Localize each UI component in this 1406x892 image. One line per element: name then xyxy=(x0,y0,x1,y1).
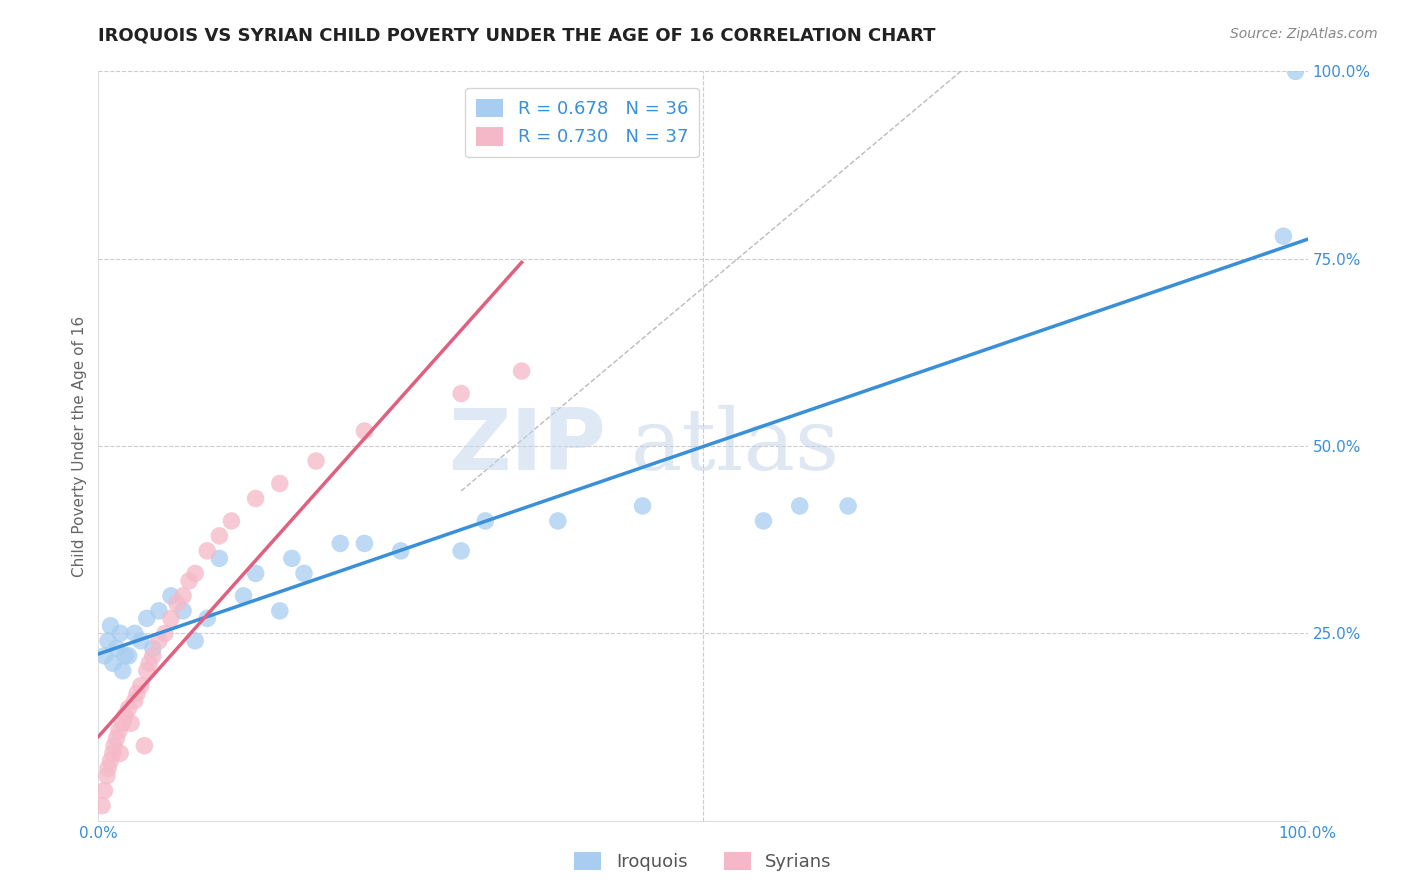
Point xyxy=(269,604,291,618)
Text: IROQUOIS VS SYRIAN CHILD POVERTY UNDER THE AGE OF 16 CORRELATION CHART: IROQUOIS VS SYRIAN CHILD POVERTY UNDER T… xyxy=(98,27,936,45)
Point xyxy=(184,633,207,648)
Point xyxy=(134,739,156,753)
Point xyxy=(153,626,176,640)
Point xyxy=(114,708,136,723)
Point xyxy=(142,641,165,656)
Point xyxy=(631,499,654,513)
Point xyxy=(148,604,170,618)
Point xyxy=(305,454,328,468)
Point xyxy=(172,604,194,618)
Point xyxy=(195,544,218,558)
Point xyxy=(160,611,183,625)
Point xyxy=(108,746,131,760)
Point xyxy=(103,739,125,753)
Point xyxy=(353,536,375,550)
Point xyxy=(118,701,141,715)
Point xyxy=(114,648,136,663)
Point xyxy=(208,551,231,566)
Point xyxy=(127,686,149,700)
Point xyxy=(172,589,194,603)
Point xyxy=(97,761,120,775)
Point xyxy=(118,648,141,663)
Point xyxy=(142,648,165,663)
Point xyxy=(269,476,291,491)
Point xyxy=(547,514,569,528)
Point xyxy=(1272,229,1295,244)
Point xyxy=(195,611,218,625)
Point xyxy=(101,746,124,760)
Point xyxy=(789,499,811,513)
Point xyxy=(837,499,859,513)
Point xyxy=(160,589,183,603)
Point xyxy=(105,731,128,746)
Point xyxy=(166,596,188,610)
Point xyxy=(510,364,533,378)
Point xyxy=(120,716,142,731)
Point xyxy=(111,664,134,678)
Point xyxy=(101,657,124,671)
Point xyxy=(100,754,122,768)
Point xyxy=(329,536,352,550)
Point xyxy=(135,611,157,625)
Point xyxy=(138,657,160,671)
Legend: R = 0.678   N = 36, R = 0.730   N = 37: R = 0.678 N = 36, R = 0.730 N = 37 xyxy=(465,88,699,157)
Text: Source: ZipAtlas.com: Source: ZipAtlas.com xyxy=(1230,27,1378,41)
Point xyxy=(100,619,122,633)
Point xyxy=(245,491,267,506)
Point xyxy=(111,716,134,731)
Point xyxy=(93,783,115,797)
Point xyxy=(148,633,170,648)
Point xyxy=(292,566,315,581)
Point xyxy=(450,386,472,401)
Point xyxy=(129,633,152,648)
Point xyxy=(91,798,114,813)
Y-axis label: Child Poverty Under the Age of 16: Child Poverty Under the Age of 16 xyxy=(72,316,87,576)
Point xyxy=(474,514,496,528)
Point xyxy=(208,529,231,543)
Text: atlas: atlas xyxy=(630,404,839,488)
Point xyxy=(124,694,146,708)
Legend: Iroquois, Syrians: Iroquois, Syrians xyxy=(567,845,839,879)
Point xyxy=(96,769,118,783)
Point xyxy=(353,424,375,438)
Point xyxy=(450,544,472,558)
Point xyxy=(108,626,131,640)
Point xyxy=(135,664,157,678)
Point xyxy=(129,679,152,693)
Point xyxy=(389,544,412,558)
Point xyxy=(124,626,146,640)
Point xyxy=(752,514,775,528)
Point xyxy=(105,641,128,656)
Point xyxy=(281,551,304,566)
Text: ZIP: ZIP xyxy=(449,404,606,488)
Point xyxy=(184,566,207,581)
Point xyxy=(97,633,120,648)
Point xyxy=(179,574,201,588)
Point xyxy=(245,566,267,581)
Point xyxy=(221,514,243,528)
Point xyxy=(232,589,254,603)
Point xyxy=(1284,64,1306,78)
Point xyxy=(93,648,115,663)
Point xyxy=(108,723,131,738)
